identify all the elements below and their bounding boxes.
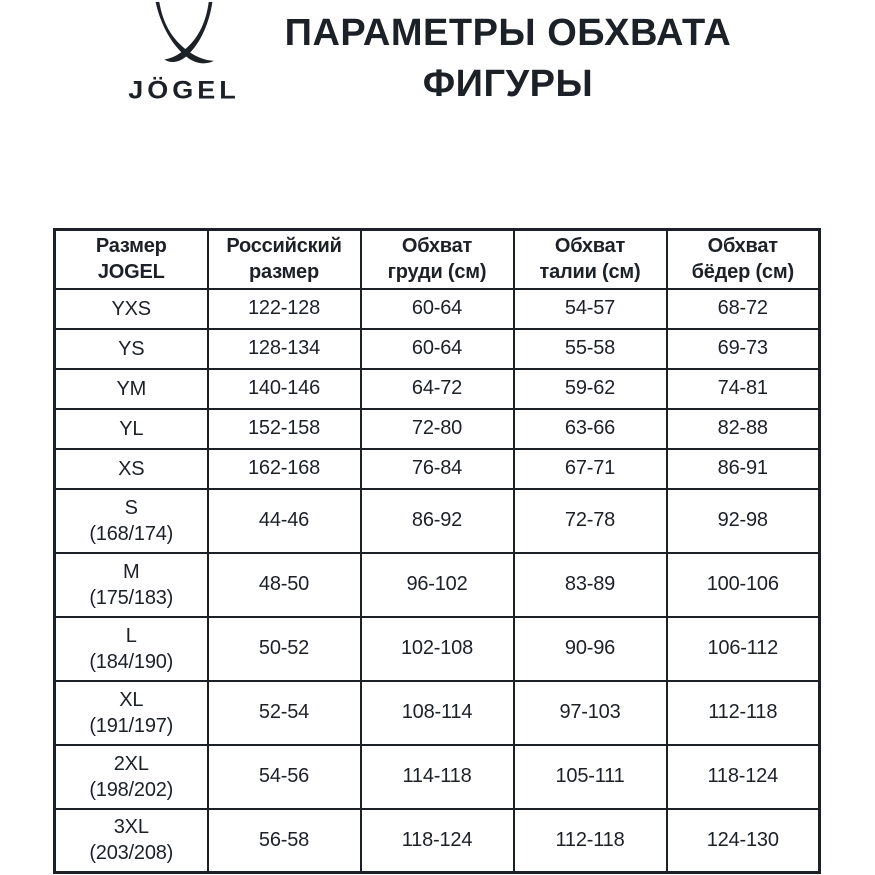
cell-russian-size: 128-134 — [206, 327, 362, 370]
cell-chest: 64-72 — [359, 367, 515, 410]
cell-waist: 54-57 — [512, 287, 668, 330]
cell-waist: 63-66 — [512, 407, 668, 450]
size-row-ym: YM 140-146 64-72 59-62 74-81 — [53, 367, 821, 410]
cell-waist: 90-96 — [512, 615, 668, 682]
cell-hips: 92-98 — [665, 487, 821, 554]
cell-hips: 82-88 — [665, 407, 821, 450]
cell-waist: 97-103 — [512, 679, 668, 746]
cell-chest: 118-124 — [359, 807, 515, 874]
cell-hips: 112-118 — [665, 679, 821, 746]
cell-russian-size: 162-168 — [206, 447, 362, 490]
cell-size: YS — [53, 327, 209, 370]
cell-chest: 96-102 — [359, 551, 515, 618]
cell-hips: 118-124 — [665, 743, 821, 810]
size-row-xs: XS 162-168 76-84 67-71 86-91 — [53, 447, 821, 490]
size-row-l: L (184/190) 50-52 102-108 90-96 106-112 — [53, 615, 821, 682]
cell-chest: 76-84 — [359, 447, 515, 490]
brand-logo: JÖGEL — [128, 2, 240, 106]
page-title-line2: ФИГУРЫ — [422, 63, 594, 105]
cell-russian-size: 152-158 — [206, 407, 362, 450]
cell-size: YM — [53, 367, 209, 410]
cell-waist: 72-78 — [512, 487, 668, 554]
size-row-m: M (175/183) 48-50 96-102 83-89 100-106 — [53, 551, 821, 618]
page-title: ПАРАМЕТРЫ ОБХВАТА ФИГУРЫ — [285, 8, 732, 110]
size-row-2xl: 2XL (198/202) 54-56 114-118 105-111 118-… — [53, 743, 821, 810]
cell-chest: 102-108 — [359, 615, 515, 682]
cell-size: 2XL (198/202) — [53, 743, 209, 810]
cell-hips: 100-106 — [665, 551, 821, 618]
size-row-xl: XL (191/197) 52-54 108-114 97-103 112-11… — [53, 679, 821, 746]
cell-size: M (175/183) — [53, 551, 209, 618]
cell-chest: 72-80 — [359, 407, 515, 450]
size-table-body: YXS 122-128 60-64 54-57 68-72 YS 128-134… — [53, 287, 821, 874]
jogel-emblem-icon — [155, 2, 214, 64]
cell-russian-size: 44-46 — [206, 487, 362, 554]
cell-hips: 69-73 — [665, 327, 821, 370]
col-header-size-jogel: Размер JOGEL — [53, 228, 209, 290]
size-table: Размер JOGEL Российский размер Обхват гр… — [53, 228, 821, 874]
cell-waist: 67-71 — [512, 447, 668, 490]
cell-chest: 108-114 — [359, 679, 515, 746]
cell-waist: 83-89 — [512, 551, 668, 618]
header-row: Размер JOGEL Российский размер Обхват гр… — [53, 228, 821, 290]
cell-size: XS — [53, 447, 209, 490]
size-row-ys: YS 128-134 60-64 55-58 69-73 — [53, 327, 821, 370]
cell-russian-size: 50-52 — [206, 615, 362, 682]
cell-russian-size: 56-58 — [206, 807, 362, 874]
cell-size: YXS — [53, 287, 209, 330]
cell-russian-size: 48-50 — [206, 551, 362, 618]
cell-hips: 124-130 — [665, 807, 821, 874]
cell-waist: 105-111 — [512, 743, 668, 810]
cell-size: 3XL (203/208) — [53, 807, 209, 874]
col-header-chest: Обхват груди (см) — [359, 228, 515, 290]
col-header-waist: Обхват талии (см) — [512, 228, 668, 290]
col-header-russian-size: Российский размер — [206, 228, 362, 290]
cell-hips: 86-91 — [665, 447, 821, 490]
cell-russian-size: 54-56 — [206, 743, 362, 810]
cell-waist: 55-58 — [512, 327, 668, 370]
size-row-yl: YL 152-158 72-80 63-66 82-88 — [53, 407, 821, 450]
cell-hips: 74-81 — [665, 367, 821, 410]
size-row-3xl: 3XL (203/208) 56-58 118-124 112-118 124-… — [53, 807, 821, 874]
cell-russian-size: 52-54 — [206, 679, 362, 746]
brand-wordmark: JÖGEL — [128, 76, 240, 104]
cell-hips: 68-72 — [665, 287, 821, 330]
size-table-header: Размер JOGEL Российский размер Обхват гр… — [53, 228, 821, 290]
cell-size: XL (191/197) — [53, 679, 209, 746]
cell-chest: 60-64 — [359, 287, 515, 330]
cell-size: L (184/190) — [53, 615, 209, 682]
cell-size: S (168/174) — [53, 487, 209, 554]
size-row-yxs: YXS 122-128 60-64 54-57 68-72 — [53, 287, 821, 330]
size-row-s: S (168/174) 44-46 86-92 72-78 92-98 — [53, 487, 821, 554]
cell-russian-size: 122-128 — [206, 287, 362, 330]
page-title-line1: ПАРАМЕТРЫ ОБХВАТА — [284, 12, 732, 54]
cell-waist: 59-62 — [512, 367, 668, 410]
cell-chest: 86-92 — [359, 487, 515, 554]
cell-waist: 112-118 — [512, 807, 668, 874]
cell-russian-size: 140-146 — [206, 367, 362, 410]
cell-chest: 114-118 — [359, 743, 515, 810]
col-header-hips: Обхват бёдер (см) — [665, 228, 821, 290]
cell-size: YL — [53, 407, 209, 450]
cell-hips: 106-112 — [665, 615, 821, 682]
cell-chest: 60-64 — [359, 327, 515, 370]
